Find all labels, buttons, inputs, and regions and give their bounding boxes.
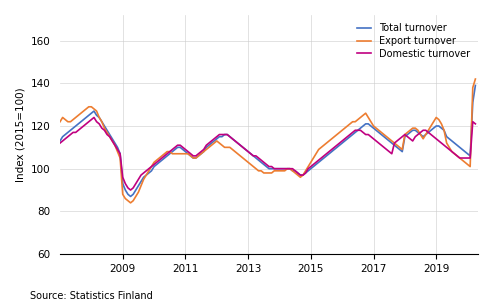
Line: Total turnover: Total turnover: [60, 85, 475, 196]
Total turnover: [454, 143, 460, 147]
Export turnover: [143, 173, 149, 177]
Domestic turnover: [292, 169, 298, 173]
Line: Export turnover: Export turnover: [60, 79, 475, 203]
Total turnover: [472, 84, 478, 87]
Line: Domestic turnover: Domestic turnover: [60, 117, 475, 190]
Domestic turnover: [472, 122, 478, 126]
Domestic turnover: [402, 133, 408, 136]
Domestic turnover: [91, 116, 97, 119]
Total turnover: [57, 139, 63, 143]
Text: Source: Statistics Finland: Source: Statistics Finland: [30, 291, 152, 301]
Domestic turnover: [57, 141, 63, 145]
Total turnover: [177, 146, 183, 149]
Legend: Total turnover, Export turnover, Domestic turnover: Total turnover, Export turnover, Domesti…: [354, 20, 473, 61]
Total turnover: [289, 169, 295, 173]
Export turnover: [454, 154, 460, 158]
Export turnover: [128, 201, 134, 205]
Domestic turnover: [457, 156, 462, 160]
Domestic turnover: [331, 146, 337, 149]
Domestic turnover: [128, 188, 134, 192]
Y-axis label: Index (2015=100): Index (2015=100): [15, 87, 25, 182]
Total turnover: [329, 150, 335, 154]
Export turnover: [177, 152, 183, 156]
Total turnover: [143, 173, 149, 177]
Export turnover: [399, 148, 405, 151]
Export turnover: [472, 77, 478, 81]
Export turnover: [289, 169, 295, 173]
Domestic turnover: [146, 167, 152, 171]
Domestic turnover: [180, 146, 186, 149]
Total turnover: [399, 150, 405, 154]
Export turnover: [57, 120, 63, 123]
Export turnover: [329, 137, 335, 141]
Total turnover: [128, 195, 134, 198]
